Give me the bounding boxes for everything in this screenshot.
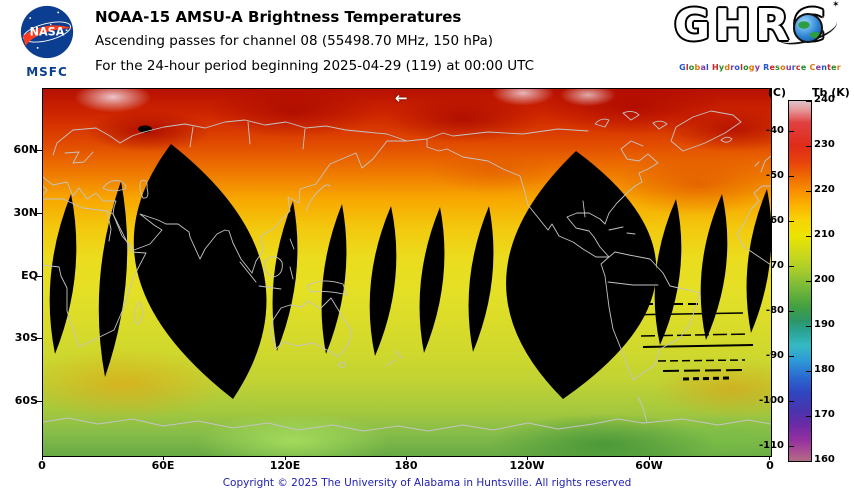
satellite-star-icon: ✶ (832, 0, 840, 10)
kelvin-tick-label: 230 (814, 139, 835, 150)
coastline-west-africa-wrap (736, 200, 771, 266)
lon-label-60w: 60W (635, 459, 663, 472)
coastline-indonesia (239, 238, 348, 296)
nasa-wordmark: NASA (30, 26, 65, 39)
swath-gap (654, 199, 682, 345)
coastline-east-asia (228, 138, 428, 274)
swath-gap (49, 194, 77, 354)
ghrc-tagline: Global Hydrology Resource Center (679, 63, 841, 72)
swath-gap (321, 204, 347, 354)
nasa-logo: NASA MSFC (12, 4, 82, 84)
scanline-artifacts (613, 303, 754, 381)
coastline-madagascar (134, 301, 144, 325)
coastline-british-isles-iberia (753, 155, 771, 202)
page-period: For the 24-hour period beginning 2025-04… (95, 58, 535, 74)
coastline-africa (43, 198, 147, 348)
lon-label-120w: 120W (509, 459, 545, 472)
colorbar-unit-celsius: (C) (767, 86, 786, 99)
black-sea (102, 180, 127, 192)
coastline-arabia-india (112, 213, 230, 260)
kelvin-tick-label: 210 (814, 229, 835, 240)
celsius-tick-label: -80 (765, 305, 784, 316)
x-axis-tick (649, 456, 650, 460)
siberian-rivers (189, 121, 306, 150)
kelvin-tick-label: 160 (814, 454, 835, 465)
lat-label-60n: 60N (13, 143, 38, 156)
swath-gap (468, 206, 494, 352)
x-axis-tick (285, 456, 286, 460)
kelvin-tick-label: 240 (814, 94, 835, 105)
coastline-caribbean (608, 226, 636, 235)
lat-label-30s: 30S (14, 331, 38, 344)
kelvin-tick-label: 170 (814, 409, 835, 420)
scan-direction-arrow: ← (395, 89, 408, 107)
kelvin-tick-label: 200 (814, 274, 835, 285)
coastline-north-america (426, 128, 659, 258)
globe-icon (793, 13, 823, 43)
coastline-greenland (670, 110, 742, 152)
swath-gap (369, 206, 397, 356)
kelvin-tick-label: 180 (814, 364, 835, 375)
celsius-tick-label: -40 (765, 125, 784, 136)
lat-label-60s: 60S (14, 394, 38, 407)
data-gap-swaths (49, 125, 771, 399)
coastline-japan (305, 184, 331, 212)
y-axis-tick (37, 338, 42, 339)
msfc-label: MSFC (26, 65, 68, 79)
kelvin-tick-label: 190 (814, 319, 835, 330)
lon-label-0w: 0 (766, 459, 774, 472)
lon-label-120e: 120E (269, 459, 301, 472)
kelvin-tick-label: 220 (814, 184, 835, 195)
coastline-south-america (600, 251, 701, 381)
celsius-tick-label: -50 (765, 170, 784, 181)
coastline-europe-mediterranean (43, 176, 117, 215)
swath-gap (98, 181, 128, 377)
x-axis-tick (527, 456, 528, 460)
nasa-meatball-icon: NASA (20, 5, 74, 59)
coastline-iceland (720, 136, 733, 143)
x-axis-tick (42, 456, 43, 460)
y-axis-tick (37, 150, 42, 151)
colorbar-unit-kelvin: Tb (K) (812, 86, 850, 99)
lon-label-0e: 0 (38, 459, 46, 472)
y-axis-tick (37, 213, 42, 214)
celsius-tick-label: -70 (765, 260, 784, 271)
swath-gap (746, 189, 771, 333)
y-axis-tick (37, 276, 42, 277)
lat-label-30n: 30N (13, 206, 38, 219)
x-axis-tick (406, 456, 407, 460)
page-subtitle: Ascending passes for channel 08 (55498.7… (95, 33, 493, 49)
swath-gap-large-2 (506, 151, 657, 399)
lat-label-eq: EQ (21, 269, 38, 282)
swath-gap (419, 207, 445, 353)
x-axis-tick (163, 456, 164, 460)
coastline-australia-nz (270, 297, 403, 368)
x-axis-tick (769, 456, 770, 460)
map-frame: ← (42, 88, 772, 457)
copyright-text: Copyright © 2025 The University of Alaba… (222, 477, 632, 489)
ghrc-logo: GHRC ✶ Global Hydrology Resource Center (674, 0, 846, 84)
arctic-islands (594, 110, 668, 130)
colorbar-gradient (788, 100, 812, 462)
y-axis-tick (37, 401, 42, 402)
celsius-tick-label: -100 (758, 395, 784, 406)
celsius-tick-label: -60 (765, 215, 784, 226)
swath-gap (272, 201, 298, 351)
lon-label-60e: 60E (151, 459, 175, 472)
coastlines-layer (43, 110, 771, 432)
celsius-tick-label: -90 (765, 350, 784, 361)
swath-gap (700, 194, 728, 340)
coastline-north-russia (131, 119, 408, 142)
coastline-scandinavia (52, 127, 133, 164)
lon-label-180: 180 (394, 459, 418, 472)
caspian-sea (139, 179, 149, 199)
river-nile (106, 210, 112, 242)
swath-gap-large-1 (133, 144, 267, 399)
page-title: NOAA-15 AMSU-A Brightness Temperatures (95, 8, 462, 26)
coastline-antarctica (43, 396, 771, 432)
celsius-tick-label: -110 (758, 440, 784, 451)
